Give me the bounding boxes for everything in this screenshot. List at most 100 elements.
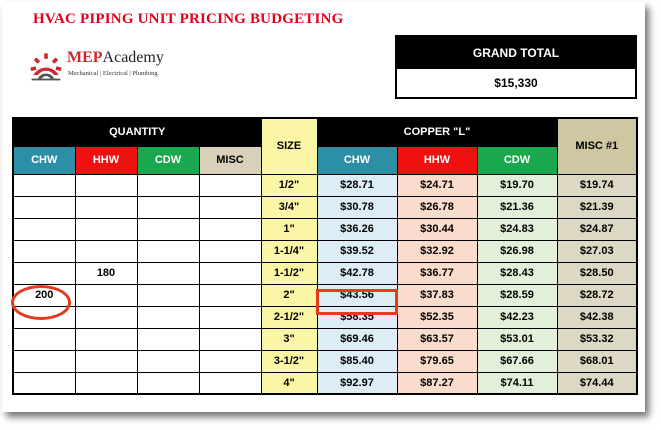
qty-hhw-cell[interactable] xyxy=(74,195,138,219)
price-misc-cell[interactable]: $53.32 xyxy=(556,327,638,351)
mep-academy-logo: MEPAcademy Mechanical | Electrical | Plu… xyxy=(27,46,197,86)
size-cell: 3/4" xyxy=(260,195,318,219)
qty-cdw-header: CDW xyxy=(136,145,200,175)
page-title: HVAC PIPING UNIT PRICING BUDGETING xyxy=(33,11,344,27)
qty-cdw-cell[interactable] xyxy=(136,195,200,219)
price-chw-cell[interactable]: $28.71 xyxy=(316,173,398,197)
qty-misc-cell[interactable] xyxy=(198,349,262,373)
price-hhw-cell[interactable]: $79.65 xyxy=(396,349,478,373)
qty-cdw-cell[interactable] xyxy=(136,371,200,395)
price-cdw-cell[interactable]: $21.36 xyxy=(476,195,558,219)
price-hhw-cell[interactable]: $37.83 xyxy=(396,283,478,307)
qty-hhw-cell[interactable] xyxy=(74,173,138,197)
grand-total-value[interactable]: $15,330 xyxy=(494,76,538,90)
price-chw-cell[interactable]: $42.78 xyxy=(316,261,398,285)
price-misc-cell[interactable]: $28.72 xyxy=(556,283,638,307)
table-row: 3-1/2" $85.40 $79.65 $67.66 $68.01 xyxy=(12,349,638,373)
logo-tagline: Mechanical | Electrical | Plumbing xyxy=(68,70,158,77)
gear-logo-icon xyxy=(30,53,62,81)
quantity-header: QUANTITY xyxy=(12,117,262,147)
qty-chw-header: CHW xyxy=(12,145,76,175)
price-chw-cell[interactable]: $85.40 xyxy=(316,349,398,373)
copper-hhw-header: HHW xyxy=(396,145,478,175)
price-cdw-cell[interactable]: $53.01 xyxy=(476,327,558,351)
qty-misc-cell[interactable] xyxy=(198,371,262,395)
price-cdw-cell[interactable]: $24.83 xyxy=(476,217,558,241)
qty-cdw-cell[interactable] xyxy=(136,283,200,307)
qty-hhw-cell[interactable] xyxy=(74,283,138,307)
price-chw-cell[interactable]: $39.52 xyxy=(316,239,398,263)
table-row: 3" $69.46 $63.57 $53.01 $53.32 xyxy=(12,327,638,351)
table-row: 3/4" $30.78 $26.78 $21.36 $21.39 xyxy=(12,195,638,219)
qty-chw-cell[interactable] xyxy=(12,173,76,197)
table-row: 2-1/2" $58.35 $52.35 $42.23 $42.38 xyxy=(12,305,638,329)
qty-hhw-cell[interactable] xyxy=(74,349,138,373)
qty-cdw-cell[interactable] xyxy=(136,349,200,373)
price-hhw-cell[interactable]: $87.27 xyxy=(396,371,478,395)
price-hhw-cell[interactable]: $36.77 xyxy=(396,261,478,285)
qty-misc-cell[interactable] xyxy=(198,283,262,307)
qty-cdw-cell[interactable] xyxy=(136,173,200,197)
qty-misc-cell[interactable] xyxy=(198,173,262,197)
qty-misc-cell[interactable] xyxy=(198,217,262,241)
qty-hhw-cell[interactable]: 180 xyxy=(74,261,138,285)
qty-misc-header: MISC xyxy=(198,145,262,175)
chw-price-highlight-annotation xyxy=(316,289,398,315)
price-misc-cell[interactable]: $74.44 xyxy=(556,371,638,395)
price-chw-cell[interactable]: $92.97 xyxy=(316,371,398,395)
qty-chw-cell[interactable] xyxy=(12,327,76,351)
qty-misc-cell[interactable] xyxy=(198,327,262,351)
copper-chw-header: CHW xyxy=(316,145,398,175)
qty-hhw-cell[interactable] xyxy=(74,239,138,263)
price-cdw-cell[interactable]: $42.23 xyxy=(476,305,558,329)
price-hhw-cell[interactable]: $24.71 xyxy=(396,173,478,197)
price-misc-cell[interactable]: $68.01 xyxy=(556,349,638,373)
qty-chw-cell[interactable] xyxy=(12,195,76,219)
size-cell: 2" xyxy=(260,283,318,307)
chw-quantity-circle-annotation xyxy=(11,285,71,320)
price-misc-cell[interactable]: $27.03 xyxy=(556,239,638,263)
price-misc-cell[interactable]: $21.39 xyxy=(556,195,638,219)
qty-hhw-header: HHW xyxy=(74,145,138,175)
qty-chw-cell[interactable] xyxy=(12,371,76,395)
table-row: 180 1-1/2" $42.78 $36.77 $28.43 $28.50 xyxy=(12,261,638,285)
price-cdw-cell[interactable]: $28.59 xyxy=(476,283,558,307)
qty-hhw-cell[interactable] xyxy=(74,217,138,241)
price-misc-cell[interactable]: $24.87 xyxy=(556,217,638,241)
price-hhw-cell[interactable]: $52.35 xyxy=(396,305,478,329)
qty-misc-cell[interactable] xyxy=(198,261,262,285)
qty-hhw-cell[interactable] xyxy=(74,305,138,329)
price-cdw-cell[interactable]: $67.66 xyxy=(476,349,558,373)
price-chw-cell[interactable]: $36.26 xyxy=(316,217,398,241)
grand-total-box: GRAND TOTAL $15,330 xyxy=(395,35,637,99)
qty-cdw-cell[interactable] xyxy=(136,305,200,329)
price-cdw-cell[interactable]: $74.11 xyxy=(476,371,558,395)
qty-misc-cell[interactable] xyxy=(198,305,262,329)
price-cdw-cell[interactable]: $26.98 xyxy=(476,239,558,263)
qty-hhw-cell[interactable] xyxy=(74,371,138,395)
qty-chw-cell[interactable] xyxy=(12,349,76,373)
price-misc-cell[interactable]: $28.50 xyxy=(556,261,638,285)
price-hhw-cell[interactable]: $32.92 xyxy=(396,239,478,263)
qty-chw-cell[interactable] xyxy=(12,239,76,263)
qty-cdw-cell[interactable] xyxy=(136,261,200,285)
size-cell: 3" xyxy=(260,327,318,351)
qty-hhw-cell[interactable] xyxy=(74,327,138,351)
qty-cdw-cell[interactable] xyxy=(136,217,200,241)
price-misc-cell[interactable]: $42.38 xyxy=(556,305,638,329)
qty-misc-cell[interactable] xyxy=(198,239,262,263)
price-cdw-cell[interactable]: $19.70 xyxy=(476,173,558,197)
price-chw-cell[interactable]: $69.46 xyxy=(316,327,398,351)
qty-chw-cell[interactable] xyxy=(12,217,76,241)
price-hhw-cell[interactable]: $63.57 xyxy=(396,327,478,351)
price-hhw-cell[interactable]: $26.78 xyxy=(396,195,478,219)
copper-cdw-header: CDW xyxy=(476,145,558,175)
price-chw-cell[interactable]: $30.78 xyxy=(316,195,398,219)
price-cdw-cell[interactable]: $28.43 xyxy=(476,261,558,285)
price-hhw-cell[interactable]: $30.44 xyxy=(396,217,478,241)
qty-misc-cell[interactable] xyxy=(198,195,262,219)
qty-chw-cell[interactable] xyxy=(12,261,76,285)
price-misc-cell[interactable]: $19.74 xyxy=(556,173,638,197)
qty-cdw-cell[interactable] xyxy=(136,327,200,351)
qty-cdw-cell[interactable] xyxy=(136,239,200,263)
